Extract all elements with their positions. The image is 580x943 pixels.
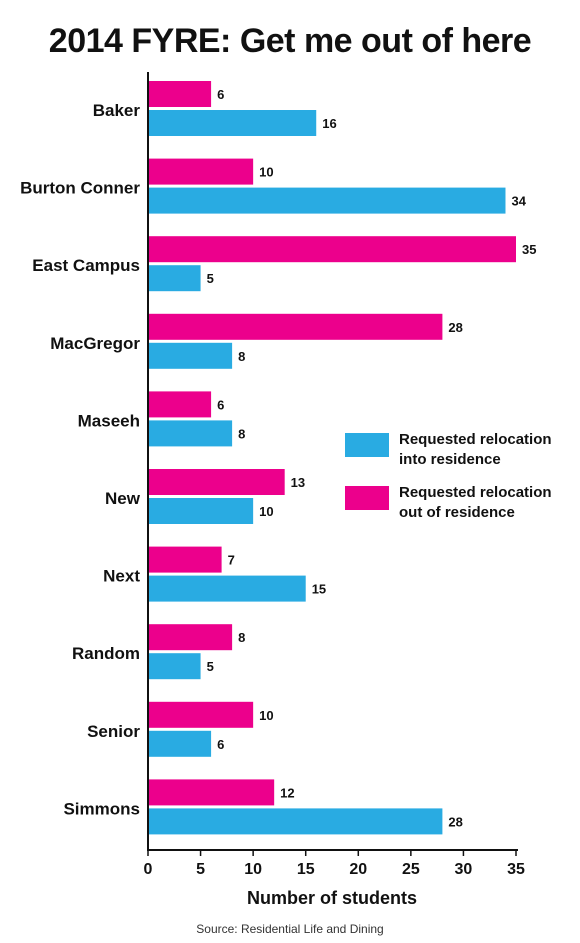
x-tick-label-30: 30 [455, 861, 473, 878]
value-label-random-out: 8 [238, 630, 245, 645]
value-label-next-into: 15 [312, 582, 326, 597]
legend-swatch-out [345, 486, 389, 510]
category-label-random: Random [72, 644, 140, 663]
bar-random-out [148, 624, 233, 651]
bar-baker-out [148, 81, 212, 107]
bar-new-into [148, 498, 254, 524]
value-label-simmons-into: 28 [448, 814, 462, 829]
bar-burton-conner-into [148, 187, 506, 214]
bar-simmons-out [148, 779, 275, 806]
legend-label-out: Requested relocation out of residence [399, 484, 552, 521]
value-label-baker-into: 16 [322, 116, 336, 131]
category-label-maseeh: Maseeh [78, 411, 140, 430]
bar-senior-out [148, 701, 254, 728]
category-label-senior: Senior [87, 722, 140, 741]
x-tick-label-25: 25 [402, 861, 420, 878]
category-label-baker: Baker [93, 101, 141, 120]
value-label-burton-conner-into: 34 [511, 194, 526, 209]
category-label-burton-conner: Burton Conner [20, 179, 140, 198]
legend-swatch-into [345, 433, 389, 457]
value-label-new-out: 13 [291, 475, 305, 490]
chart-title: 2014 FYRE: Get me out of here [48, 22, 532, 60]
bar-next-into [148, 575, 306, 602]
value-label-burton-conner-out: 10 [259, 165, 273, 180]
x-tick-label-0: 0 [144, 861, 153, 878]
value-label-maseeh-into: 8 [238, 426, 245, 441]
category-label-east-campus: East Campus [32, 256, 140, 275]
value-label-senior-out: 10 [259, 708, 273, 723]
value-label-random-into: 5 [207, 659, 214, 674]
bar-random-into [148, 653, 201, 680]
value-label-east-campus-out: 35 [522, 242, 536, 257]
bar-macgregor-into [148, 342, 233, 369]
bar-new-out [148, 469, 285, 495]
value-label-baker-out: 6 [217, 87, 224, 102]
value-label-senior-into: 6 [217, 737, 224, 752]
value-label-next-out: 7 [228, 553, 235, 568]
bar-maseeh-out [148, 391, 212, 418]
legend-item-into: Requested relocation into residence [345, 430, 569, 470]
value-label-new-into: 10 [259, 504, 273, 519]
category-label-macgregor: MacGregor [50, 334, 140, 353]
bar-senior-into [148, 730, 212, 757]
x-axis: 0 5 10 15 20 25 30 35 [144, 72, 525, 878]
bar-next-out [148, 546, 222, 573]
value-label-east-campus-into: 5 [207, 271, 214, 286]
x-axis-label: Number of students [246, 888, 417, 908]
bar-maseeh-into [148, 420, 233, 447]
x-tick-label-10: 10 [244, 861, 262, 878]
value-label-maseeh-out: 6 [217, 397, 224, 412]
legend-label-into: Requested relocation into residence [399, 431, 552, 468]
value-label-macgregor-into: 8 [238, 349, 245, 364]
category-label-new: New [105, 489, 141, 508]
source-note: Source: Residential Life and Dining [196, 922, 384, 936]
legend-item-out: Requested relocation out of residence [345, 483, 569, 523]
category-label-simmons: Simmons [63, 799, 140, 818]
bars-layer [148, 81, 516, 835]
value-label-macgregor-out: 28 [448, 320, 462, 335]
bar-east-campus-out [148, 236, 516, 263]
value-label-simmons-out: 12 [280, 785, 294, 800]
x-tick-label-15: 15 [297, 861, 315, 878]
bar-east-campus-into [148, 265, 201, 292]
bar-simmons-into [148, 808, 443, 835]
bar-macgregor-out [148, 313, 443, 340]
category-label-next: Next [103, 567, 140, 586]
x-tick-label-20: 20 [349, 861, 367, 878]
x-tick-label-5: 5 [196, 861, 205, 878]
bar-burton-conner-out [148, 158, 254, 185]
category-labels: Baker Burton Conner East Campus MacGregor Ma… [20, 101, 141, 818]
bar-baker-into [148, 110, 317, 136]
x-tick-label-35: 35 [507, 861, 525, 878]
